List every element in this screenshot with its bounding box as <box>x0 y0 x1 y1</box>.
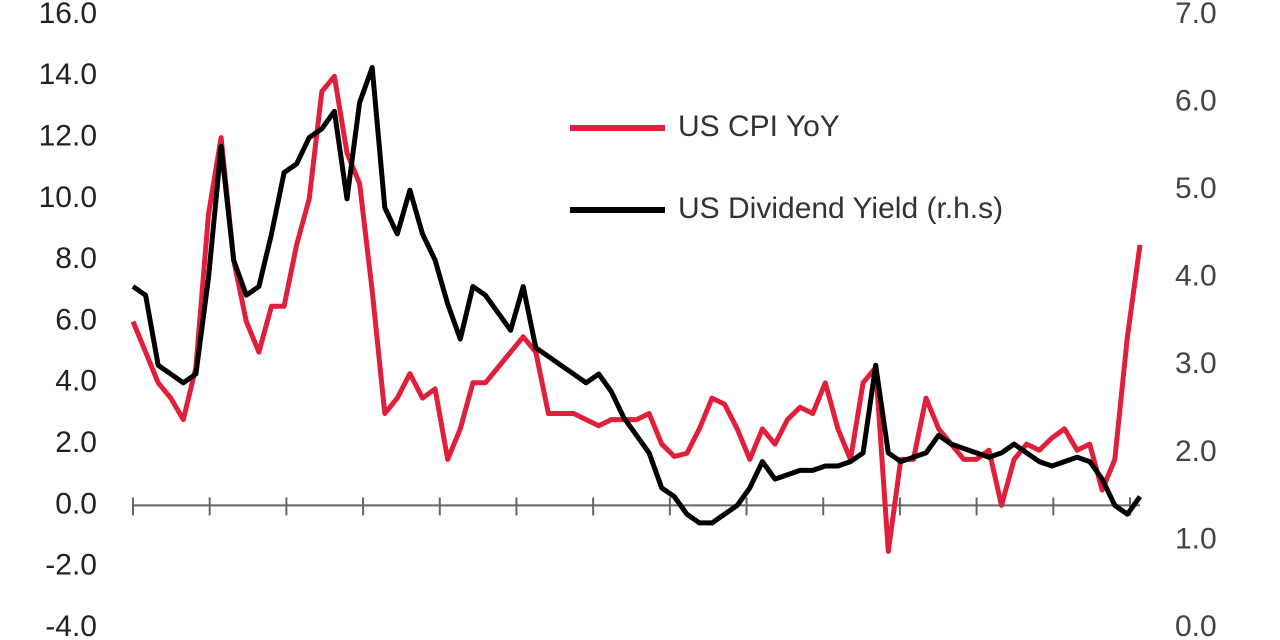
y2-tick-label: 1.0 <box>1175 522 1217 555</box>
y2-tick-label: 6.0 <box>1175 84 1217 117</box>
series-line <box>131 65 1143 526</box>
y-tick-label: -2.0 <box>45 549 97 582</box>
y-tick-label: 4.0 <box>55 365 97 398</box>
series-line <box>130 73 1143 554</box>
y-tick-label: 14.0 <box>39 58 97 91</box>
y-tick-label: 0.0 <box>55 487 97 520</box>
y-tick-label: 2.0 <box>55 426 97 459</box>
legend-label: US Dividend Yield (r.h.s) <box>678 192 1003 225</box>
y-tick-label: 10.0 <box>39 181 97 214</box>
y-tick-label: -4.0 <box>45 610 97 640</box>
y2-tick-label: 7.0 <box>1175 0 1217 30</box>
y2-tick-label: 3.0 <box>1175 347 1217 380</box>
y2-tick-label: 2.0 <box>1175 435 1217 468</box>
y-tick-label: 8.0 <box>55 242 97 275</box>
y2-tick-label: 0.0 <box>1175 610 1217 640</box>
y2-tick-label: 5.0 <box>1175 172 1217 205</box>
y-tick-label: 6.0 <box>55 303 97 336</box>
y2-tick-label: 4.0 <box>1175 260 1217 293</box>
legend-label: US CPI YoY <box>678 110 840 143</box>
y-tick-label: 16.0 <box>39 0 97 30</box>
y-tick-label: 12.0 <box>39 120 97 153</box>
